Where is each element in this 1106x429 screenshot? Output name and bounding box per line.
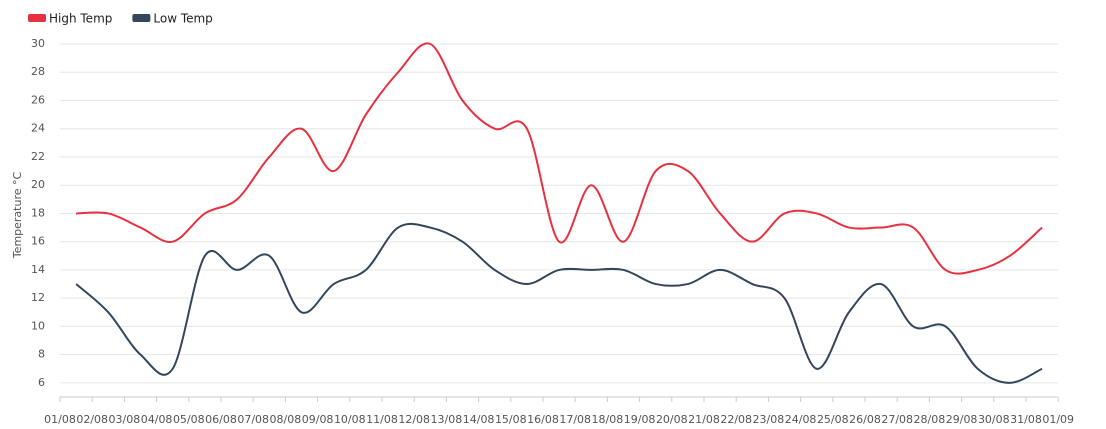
x-tick-label: 11/08 <box>366 413 398 426</box>
y-tick-label: 10 <box>31 319 45 332</box>
x-tick-label: 10/08 <box>334 413 366 426</box>
x-tick-label: 26/08 <box>849 413 881 426</box>
x-tick-label: 12/08 <box>398 413 430 426</box>
y-axis-title: Temperature °C <box>11 172 24 260</box>
x-tick-label: 13/08 <box>431 413 463 426</box>
y-tick-label: 26 <box>31 93 45 106</box>
legend-swatch <box>28 14 46 22</box>
x-tick-label: 30/08 <box>978 413 1010 426</box>
x-tick-label: 08/08 <box>270 413 302 426</box>
y-tick-label: 24 <box>31 122 45 135</box>
x-tick-label: 31/08 <box>1010 413 1042 426</box>
legend-label: High Temp <box>49 12 112 26</box>
x-tick-label: 20/08 <box>656 413 688 426</box>
y-tick-label: 14 <box>31 263 45 276</box>
legend-label: Low Temp <box>153 12 212 26</box>
x-tick-label: 01/08 <box>44 413 76 426</box>
x-tick-label: 17/08 <box>559 413 591 426</box>
x-tick-label: 28/08 <box>914 413 946 426</box>
x-tick-label: 15/08 <box>495 413 527 426</box>
y-tick-label: 22 <box>31 150 45 163</box>
y-tick-label: 16 <box>31 235 45 248</box>
x-tick-label: 18/08 <box>592 413 624 426</box>
y-tick-label: 18 <box>31 206 45 219</box>
x-tick-label: 06/08 <box>205 413 237 426</box>
y-tick-label: 12 <box>31 291 45 304</box>
y-tick-label: 20 <box>31 178 45 191</box>
x-tick-label: 01/09 <box>1042 413 1074 426</box>
x-tick-label: 04/08 <box>141 413 173 426</box>
x-tick-label: 24/08 <box>785 413 817 426</box>
x-tick-label: 16/08 <box>527 413 559 426</box>
legend-swatch <box>132 14 151 22</box>
x-tick-label: 07/08 <box>237 413 269 426</box>
x-tick-label: 29/08 <box>946 413 978 426</box>
line-series <box>75 222 1043 384</box>
y-tick-label: 6 <box>38 376 45 389</box>
x-tick-label: 21/08 <box>688 413 720 426</box>
y-tick-label: 8 <box>38 348 45 361</box>
x-tick-label: 27/08 <box>881 413 913 426</box>
y-tick-label: 30 <box>31 37 45 50</box>
y-tick-label: 28 <box>31 65 45 78</box>
x-tick-label: 22/08 <box>720 413 752 426</box>
x-tick-label: 23/08 <box>753 413 785 426</box>
x-tick-label: 09/08 <box>302 413 334 426</box>
x-tick-label: 03/08 <box>109 413 141 426</box>
x-tick-label: 19/08 <box>624 413 656 426</box>
x-tick-label: 05/08 <box>173 413 205 426</box>
line-series <box>76 42 1043 275</box>
x-tick-label: 14/08 <box>463 413 495 426</box>
x-tick-label: 02/08 <box>76 413 108 426</box>
x-tick-label: 25/08 <box>817 413 849 426</box>
